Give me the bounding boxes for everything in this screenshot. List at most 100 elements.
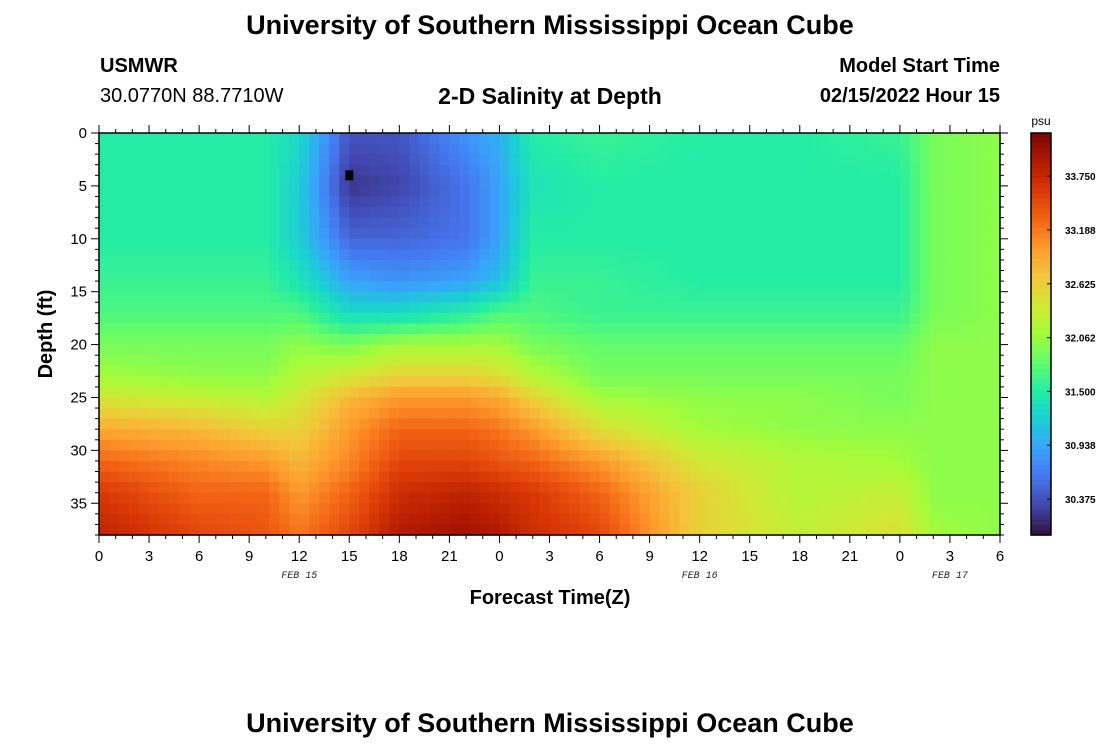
heatmap-cell	[169, 143, 180, 155]
heatmap-cell	[109, 228, 120, 240]
heatmap-cell	[539, 270, 551, 282]
heatmap-cell	[669, 524, 681, 536]
heatmap-cell	[939, 334, 951, 346]
heatmap-cell	[769, 207, 781, 219]
heatmap-cell	[369, 492, 380, 504]
heatmap-cell	[159, 175, 170, 187]
heatmap-cell	[399, 154, 410, 166]
heatmap-cell	[429, 450, 440, 462]
heatmap-cell	[959, 133, 971, 145]
heatmap-cell	[899, 429, 911, 441]
heatmap-cell	[119, 334, 130, 346]
heatmap-cell	[299, 154, 310, 166]
heatmap-cell	[429, 207, 440, 219]
heatmap-cell	[329, 376, 340, 388]
heatmap-cell	[549, 249, 561, 261]
heatmap-cell	[919, 460, 931, 473]
heatmap-cell	[769, 175, 781, 187]
heatmap-cell	[449, 365, 460, 377]
heatmap-cell	[699, 270, 711, 282]
heatmap-cell	[149, 439, 160, 451]
heatmap-cell	[569, 460, 581, 473]
heatmap-cell	[919, 439, 931, 451]
heatmap-cell	[559, 281, 571, 293]
heatmap-cell	[879, 185, 891, 198]
heatmap-cell	[469, 238, 481, 250]
heatmap-cell	[759, 439, 771, 451]
heatmap-cell	[569, 355, 581, 367]
heatmap-cell	[689, 207, 701, 219]
heatmap-cell	[289, 133, 300, 145]
heatmap-cell	[479, 185, 491, 198]
heatmap-cell	[399, 249, 410, 261]
heatmap-cell	[839, 164, 851, 176]
heatmap-cell	[139, 397, 150, 409]
heatmap-cell	[489, 513, 501, 526]
heatmap-cell	[229, 217, 240, 229]
heatmap-cell	[519, 281, 531, 293]
heatmap-cell	[759, 323, 771, 335]
heatmap-cell	[569, 418, 581, 430]
heatmap-cell	[299, 259, 310, 272]
heatmap-cell	[469, 397, 481, 409]
heatmap-cell	[359, 207, 370, 219]
heatmap-cell	[869, 217, 881, 229]
heatmap-cell	[199, 513, 210, 526]
heatmap-cell	[129, 439, 140, 451]
heatmap-cell	[309, 355, 320, 367]
heatmap-cell	[579, 355, 591, 367]
heatmap-cell	[919, 418, 931, 430]
heatmap-cell	[879, 302, 891, 314]
heatmap-cell	[429, 302, 440, 314]
heatmap-cell	[789, 365, 801, 377]
heatmap-cell	[919, 492, 931, 504]
heatmap-cell	[109, 207, 120, 219]
heatmap-cell	[589, 482, 601, 494]
heatmap-cell	[759, 450, 771, 462]
heatmap-cell	[749, 482, 761, 494]
heatmap-cell	[669, 513, 681, 526]
heatmap-cell	[199, 344, 210, 356]
heatmap-cell	[649, 228, 661, 240]
heatmap-cell	[599, 164, 611, 176]
heatmap-cell	[889, 408, 901, 420]
heatmap-cell	[329, 185, 340, 198]
heatmap-cell	[179, 492, 190, 504]
heatmap-cell	[419, 334, 430, 346]
heatmap-cell	[389, 365, 400, 377]
heatmap-cell	[599, 524, 611, 536]
heatmap-cell	[329, 397, 340, 409]
heatmap-cell	[439, 228, 450, 240]
heatmap-cell	[659, 281, 671, 293]
heatmap-cell	[329, 217, 340, 229]
heatmap-cell	[479, 259, 491, 272]
heatmap-cell	[139, 408, 150, 420]
heatmap-cell	[149, 429, 160, 441]
heatmap-cell	[929, 524, 941, 536]
heatmap-cell	[289, 175, 300, 187]
heatmap-cell	[979, 365, 991, 377]
heatmap-cell	[559, 164, 571, 176]
colorbar-segment	[1031, 339, 1051, 345]
heatmap-cell	[399, 513, 410, 526]
heatmap-cell	[799, 175, 811, 187]
heatmap-cell	[389, 164, 400, 176]
heatmap-cell	[289, 196, 300, 208]
heatmap-cell	[879, 143, 891, 155]
heatmap-cell	[669, 249, 681, 261]
heatmap-cell	[909, 154, 921, 166]
heatmap-cell	[349, 207, 360, 219]
heatmap-cell	[519, 238, 531, 250]
heatmap-cell	[929, 228, 941, 240]
heatmap-cell	[419, 524, 430, 536]
heatmap-cell	[839, 334, 851, 346]
heatmap-cell	[299, 503, 310, 515]
heatmap-cell	[259, 429, 270, 441]
heatmap-cell	[809, 228, 821, 240]
heatmap-cell	[479, 154, 491, 166]
heatmap-cell	[429, 503, 440, 515]
heatmap-cell	[559, 492, 571, 504]
heatmap-cell	[509, 302, 521, 314]
heatmap-cell	[989, 217, 1001, 229]
heatmap-cell	[409, 312, 420, 325]
